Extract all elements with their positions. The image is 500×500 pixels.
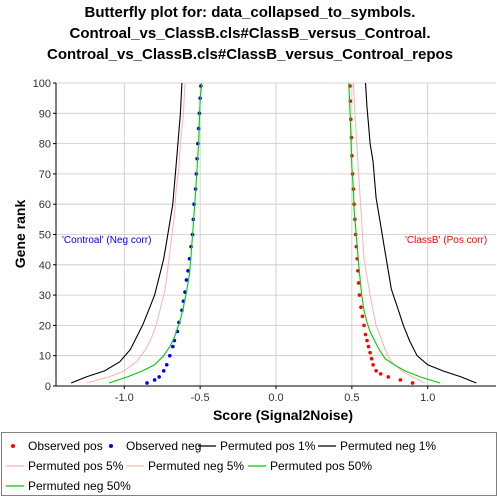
y-tick-label: 60 — [39, 199, 51, 211]
y-tick-label: 80 — [39, 139, 51, 151]
y-tick-label: 10 — [39, 351, 51, 363]
series — [70, 82, 477, 385]
point-observed-neg — [167, 353, 172, 358]
point-observed-neg — [164, 362, 169, 367]
series-permuted-pos-1 — [364, 82, 477, 384]
series-permuted-pos-50 — [348, 82, 441, 384]
point-observed-pos — [398, 378, 403, 382]
point-observed-neg — [171, 344, 175, 349]
y-tick-label: 100 — [33, 78, 51, 90]
legend-label: Permuted neg 1% — [340, 439, 437, 453]
series-permuted-neg-1 — [70, 82, 183, 384]
point-observed-pos — [371, 362, 375, 367]
pink-line-icon — [126, 465, 144, 467]
green-line-icon — [6, 485, 24, 487]
red-dot-icon — [11, 444, 15, 448]
x-tick-label: 0.5 — [344, 392, 359, 404]
point-observed-neg — [186, 269, 190, 273]
black-line-icon — [198, 445, 216, 447]
title-line-3: Controal_vs_ClassB.cls#ClassB_versus_Con… — [46, 46, 454, 63]
series-permuted-neg-5 — [86, 82, 186, 384]
pos-corr-annotation: 'ClassB' (Pos corr) — [405, 235, 487, 246]
point-observed-pos — [365, 338, 369, 343]
point-observed-neg — [152, 378, 157, 382]
point-observed-pos — [366, 344, 371, 349]
black-line-icon — [318, 445, 336, 447]
point-observed-pos — [368, 350, 372, 355]
pink-line-icon — [6, 465, 24, 467]
point-observed-pos — [363, 332, 368, 337]
legend-label: Permuted pos 50% — [270, 459, 373, 473]
point-observed-neg — [145, 381, 149, 385]
legend-label: Observed pos — [28, 439, 103, 453]
legend: Observed pos Observed neg Permuted pos 1… — [1, 432, 497, 496]
legend-label: Permuted pos 1% — [220, 439, 316, 453]
x-tick-label: -0.5 — [191, 392, 210, 404]
point-observed-pos — [362, 323, 366, 328]
grid — [56, 82, 496, 387]
neg-corr-annotation: 'Controal' (Neg corr) — [62, 235, 151, 246]
point-observed-neg — [184, 278, 189, 282]
point-observed-neg — [161, 369, 166, 373]
y-tick-label: 70 — [39, 169, 51, 181]
point-observed-pos — [386, 375, 391, 379]
axes: 0 10 20 30 40 50 60 70 80 90 100 -1.0 -0.5 0.0 0.5 1.0 — [33, 78, 496, 404]
point-observed-pos — [374, 369, 378, 373]
title-line-1: Butterfly plot for: data_collapsed_to_sy… — [84, 4, 416, 21]
point-observed-pos — [360, 314, 365, 319]
y-tick-label: 90 — [39, 108, 51, 120]
blue-dot-icon — [109, 444, 113, 448]
point-observed-pos — [357, 293, 362, 297]
y-tick-label: 30 — [39, 290, 51, 302]
point-observed-pos — [359, 305, 363, 310]
legend-label: Observed neg — [126, 439, 202, 453]
legend-label: Permuted neg 50% — [28, 479, 131, 493]
chart-title: Butterfly plot for: data_collapsed_to_sy… — [0, 2, 500, 65]
point-observed-pos — [410, 381, 415, 385]
x-tick-label: 0.0 — [268, 392, 283, 404]
y-axis-label: Gene rank — [12, 200, 28, 269]
y-tick-label: 40 — [39, 260, 51, 272]
legend-label: Permuted pos 5% — [28, 459, 124, 473]
point-observed-pos — [356, 281, 361, 285]
green-line-icon — [248, 465, 266, 467]
point-observed-pos — [378, 372, 383, 376]
point-observed-neg — [157, 375, 161, 379]
x-tick-label: 1.0 — [420, 392, 435, 404]
y-tick-label: 0 — [45, 381, 51, 393]
x-tick-label: -1.0 — [115, 392, 134, 404]
series-permuted-neg-50 — [108, 82, 203, 384]
point-observed-pos — [369, 356, 374, 361]
y-tick-label: 50 — [39, 230, 51, 242]
legend-label: Permuted neg 5% — [148, 459, 245, 473]
y-tick-label: 20 — [39, 320, 51, 332]
title-line-2: Controal_vs_ClassB.cls#ClassB_versus_Con… — [69, 25, 431, 42]
x-axis-label: Score (Signal2Noise) — [213, 407, 353, 423]
